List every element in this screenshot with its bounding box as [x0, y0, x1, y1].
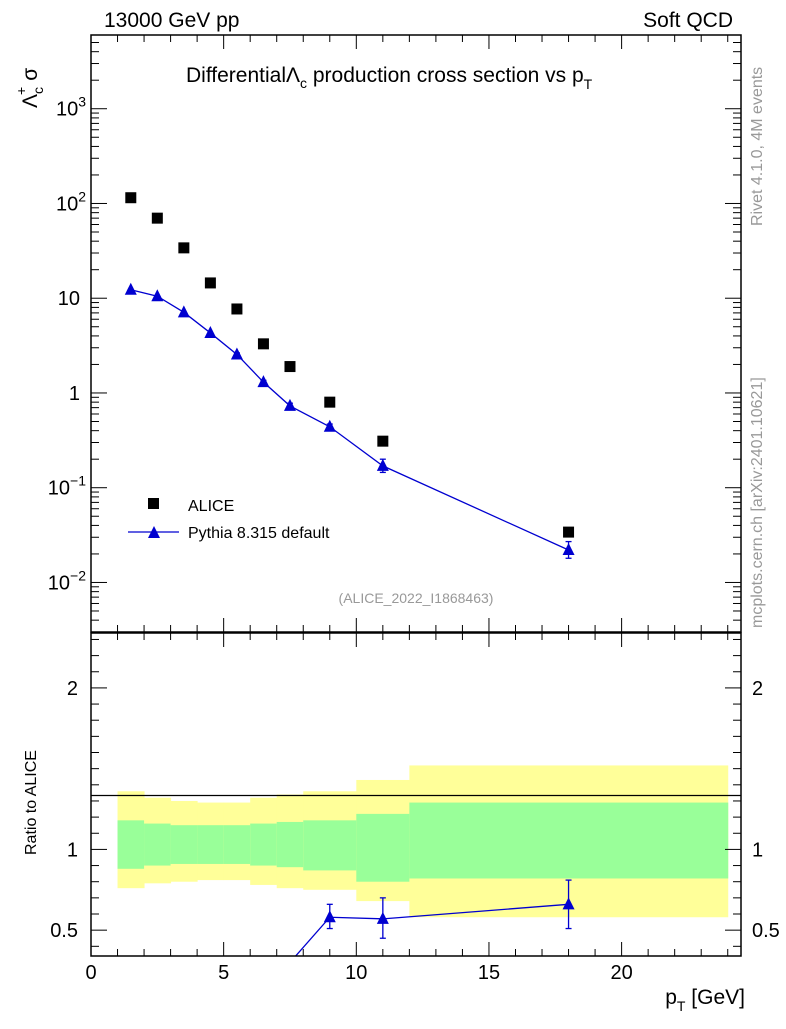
alice-data-point	[178, 242, 190, 254]
pythia-data-point	[283, 398, 296, 411]
legend-alice-marker	[148, 498, 159, 509]
ratio-y-tick-label-left: 2	[67, 678, 78, 700]
alice-data-point	[151, 212, 163, 224]
pythia-data-point	[376, 458, 389, 471]
y-tick-label: 1	[69, 383, 80, 405]
ratio-data-point	[289, 955, 291, 956]
ratio-y-tick-label-left: 1	[67, 839, 78, 861]
x-tick-label: 0	[85, 962, 96, 984]
ratio-y-tick-label-right: 0.5	[752, 920, 780, 942]
x-tick-label: 5	[218, 962, 229, 984]
ratio-band-green	[303, 820, 357, 871]
ratio-band-green	[144, 823, 172, 866]
x-tick-label: 10	[345, 962, 367, 984]
ylabel-lambda-sub: c	[30, 87, 46, 94]
ratio-y-tick-label-right: 2	[752, 678, 763, 700]
main-plot-marks	[124, 192, 575, 559]
xlabel-t-sub: T	[677, 998, 686, 1014]
alice-data-point	[204, 277, 216, 289]
y-tick-label: 10	[58, 288, 80, 310]
analysis-id-label: (ALICE_2022_I1868463)	[339, 590, 494, 606]
title-lambda: Λ	[286, 64, 300, 87]
xlabel-unit: [GeV]	[685, 986, 745, 1009]
title-pt-sub: T	[584, 76, 593, 92]
xlabel-p: p	[665, 986, 677, 1009]
pythia-data-point	[257, 375, 270, 388]
title-lambda-sub: c	[300, 75, 307, 91]
alice-data-point	[284, 361, 296, 373]
ratio-band-green	[409, 802, 729, 879]
ylabel-sigma: σ	[19, 68, 42, 81]
pythia-data-point	[562, 543, 575, 556]
alice-data-point	[377, 435, 389, 447]
legend-alice-label: ALICE	[188, 498, 234, 515]
legend-pythia-label: Pythia 8.315 default	[188, 525, 330, 542]
ylabel-lambda: Λ	[19, 94, 42, 108]
energy-label: 13000 GeV pp	[104, 9, 239, 32]
x-tick-label: 15	[478, 962, 500, 984]
process-label: Soft QCD	[643, 9, 733, 32]
alice-data-point	[324, 396, 336, 408]
ratio-line	[294, 903, 569, 956]
ratio-data-point	[376, 911, 389, 924]
alice-data-point	[257, 338, 269, 350]
ratio-y-tick-label-left: 0.5	[50, 920, 78, 942]
pythia-data-point	[177, 305, 190, 318]
main-y-axis-label: Λc+ σ	[13, 68, 46, 108]
main-plot-frame	[90, 34, 742, 633]
alice-data-point	[125, 192, 137, 204]
alice-data-point	[231, 303, 243, 315]
pythia-data-point	[124, 282, 137, 295]
ratio-band-green	[276, 821, 304, 868]
alice-data-point	[563, 526, 575, 538]
ratio-band-green	[250, 823, 278, 866]
ratio-band-green	[197, 825, 225, 864]
y-tick-label: 102	[56, 188, 86, 215]
title-pre: Differential	[186, 64, 286, 87]
legend: ALICE Pythia 8.315 default	[128, 498, 330, 542]
x-axis-label: pT [GeV]	[665, 986, 745, 1014]
legend-pythia-marker	[148, 526, 160, 538]
y-tick-label: 10−1	[48, 473, 86, 500]
pythia-data-point	[230, 347, 243, 360]
ratio-y-axis-label: Ratio to ALICE	[23, 750, 40, 855]
rivet-version-label: Rivet 4.1.0, 4M events	[749, 67, 766, 226]
mcplots-label: mcplots.cern.ch [arXiv:2401.10621]	[749, 377, 766, 628]
x-tick-label: 20	[610, 962, 632, 984]
ratio-y-tick-label-right: 1	[752, 839, 763, 861]
svg-text:Λc+σ: Λc+ σ	[13, 68, 46, 108]
ratio-data-point	[323, 910, 336, 923]
ratio-plot-frame	[90, 632, 742, 957]
y-tick-label: 103	[56, 94, 86, 121]
y-tick-label: 10−2	[48, 567, 86, 594]
ratio-band-green	[356, 813, 410, 882]
main-title: DifferentialΛc production cross section …	[186, 64, 593, 92]
ratio-band-green	[117, 820, 145, 869]
pythia-data-point	[204, 325, 217, 338]
ratio-data-point	[562, 897, 575, 910]
ratio-band-green	[223, 825, 251, 864]
title-mid: production cross section vs p	[307, 64, 584, 87]
ratio-band-green	[170, 825, 198, 864]
pythia-line	[130, 289, 569, 551]
ratio-plot-marks	[289, 879, 575, 956]
ratio-uncertainty-bands	[117, 765, 729, 918]
pythia-data-point	[323, 419, 336, 432]
pythia-data-point	[151, 289, 164, 302]
ylabel-lambda-sup: +	[13, 87, 29, 95]
